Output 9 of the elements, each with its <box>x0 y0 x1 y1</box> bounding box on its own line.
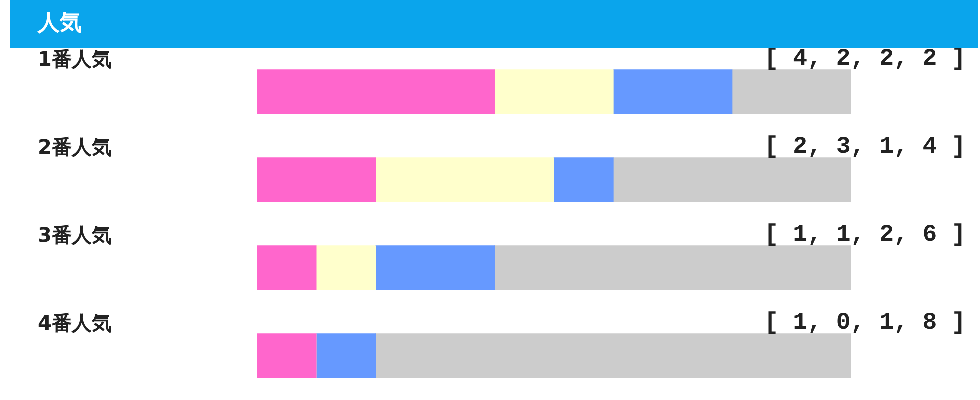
y-tick-label: 2番人気 <box>38 134 112 160</box>
y-tick-label: 3番人気 <box>38 222 112 248</box>
annotation: [ 1, 0, 1, 8 ] <box>764 310 966 338</box>
text: 人気 <box>10 0 978 48</box>
annotation: [ 2, 3, 1, 4 ] <box>764 134 966 162</box>
annotation: [ 4, 2, 2, 2 ] <box>764 46 966 74</box>
y-tick-label: 4番人気 <box>38 310 112 336</box>
annotation: [ 1, 1, 2, 6 ] <box>764 222 966 250</box>
y-tick-label: 1番人気 <box>38 46 112 72</box>
